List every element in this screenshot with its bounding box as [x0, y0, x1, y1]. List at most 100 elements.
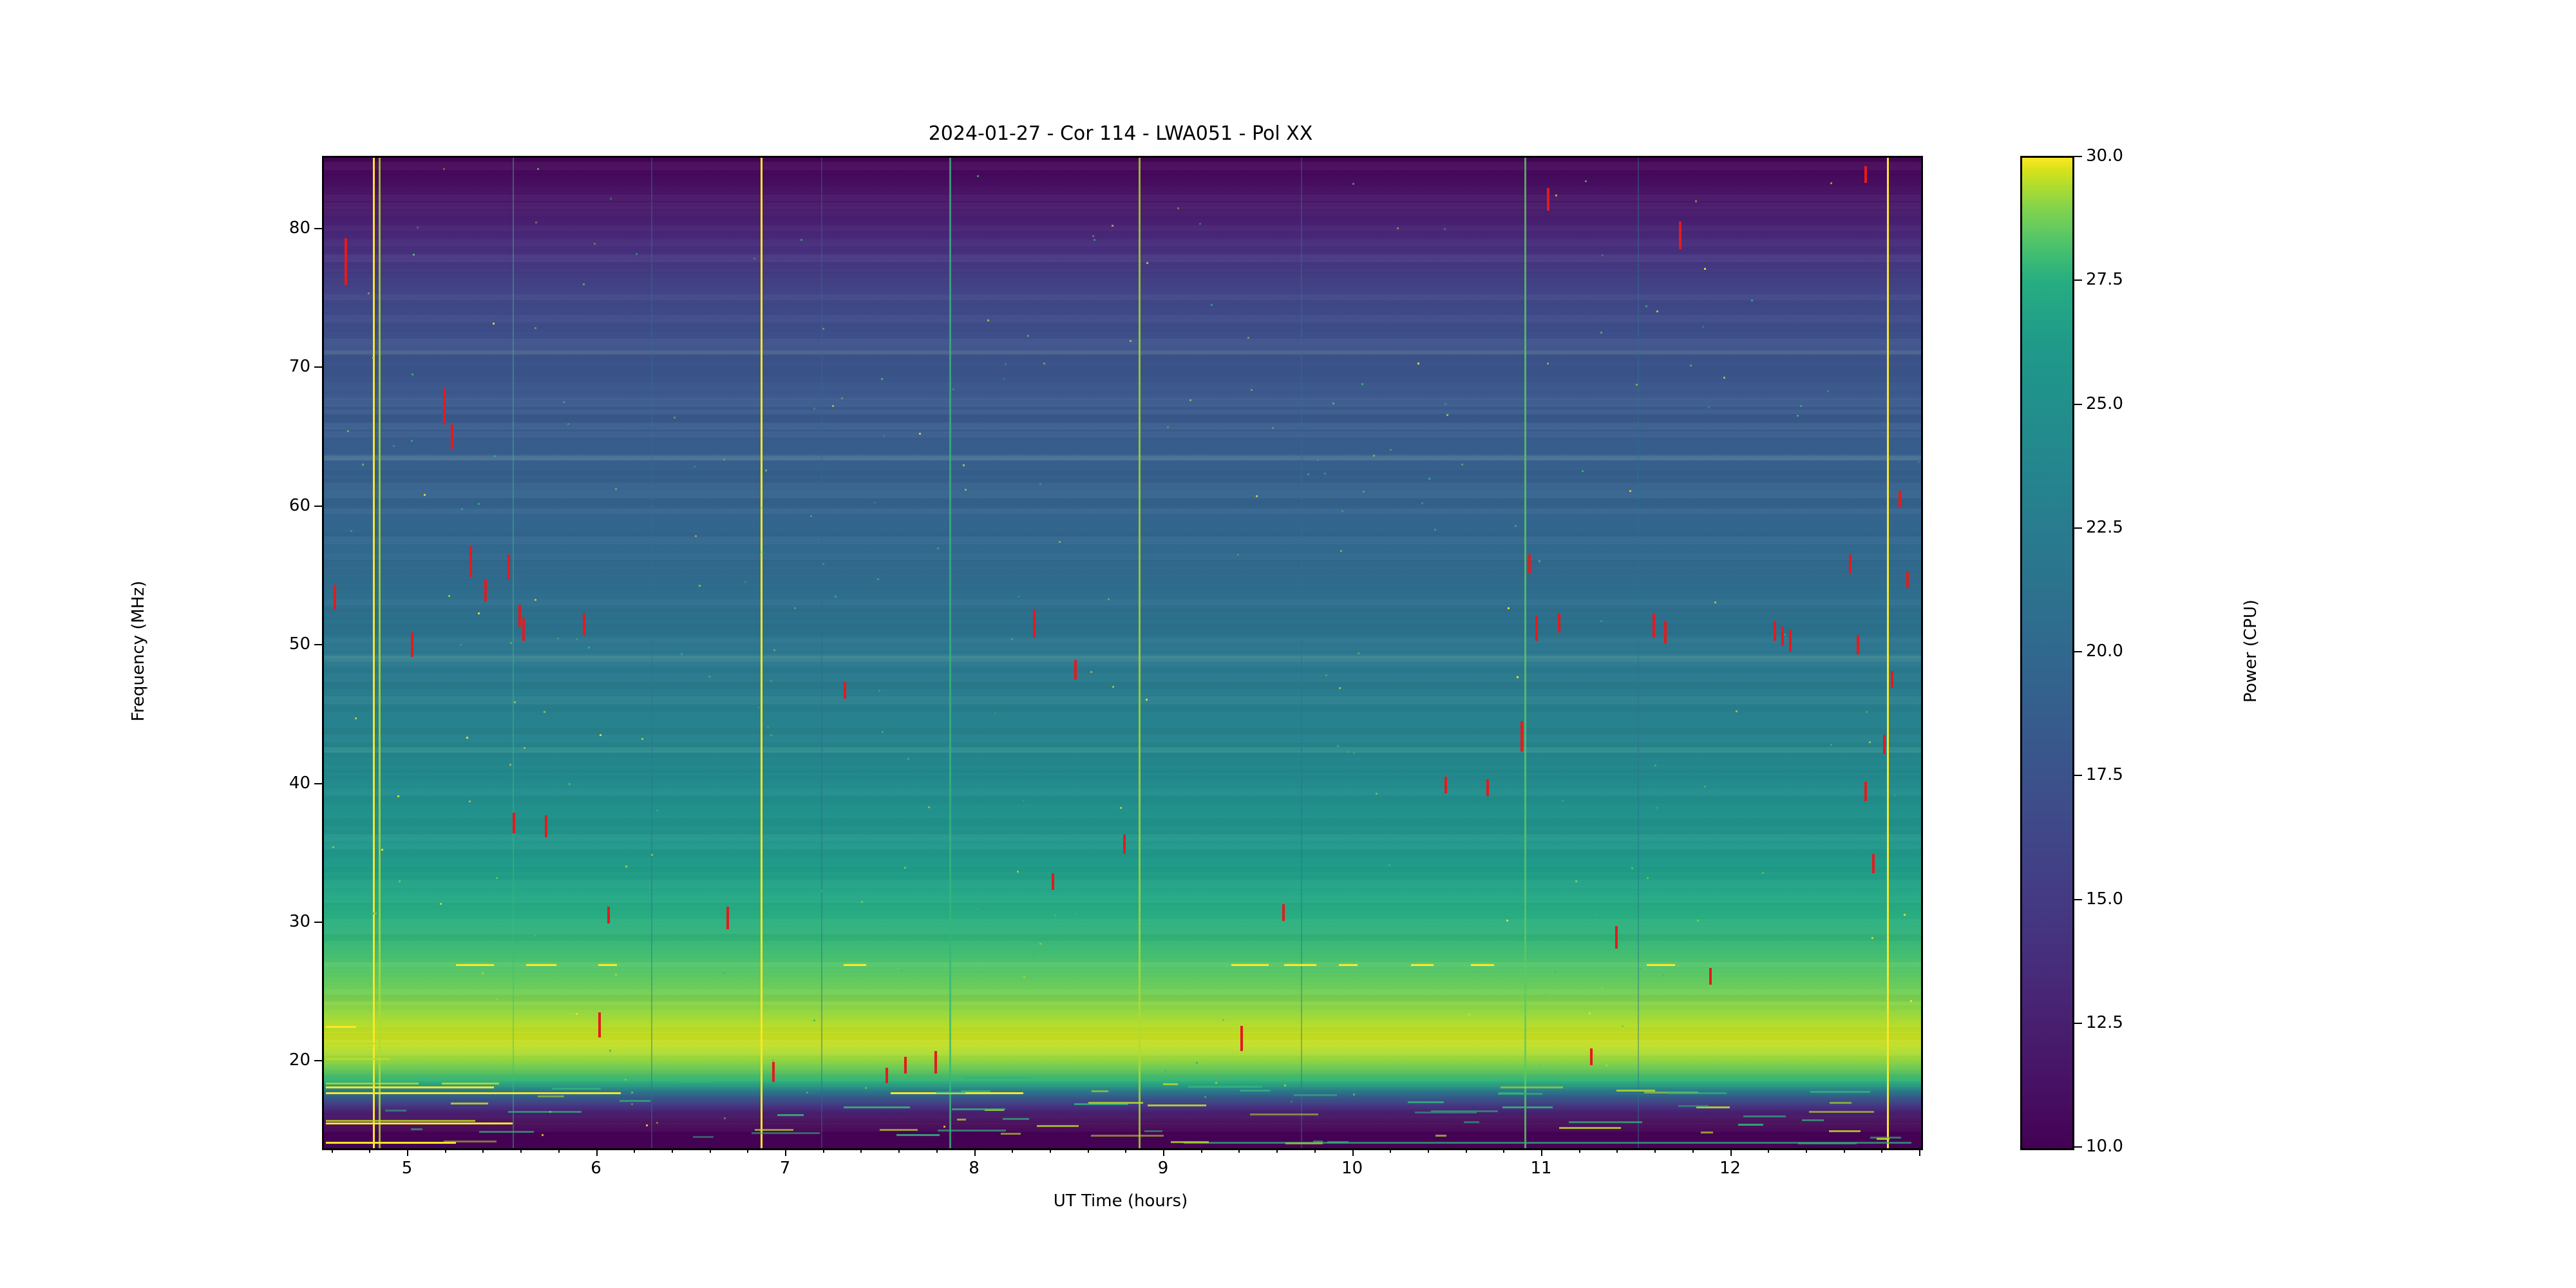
speckle-dot [1515, 525, 1517, 527]
speckle-dot [1341, 509, 1343, 512]
y-tick-label: 60 [289, 495, 310, 515]
flag-marker [1663, 621, 1667, 643]
rfi-segment [551, 1088, 601, 1090]
speckle-dot [882, 434, 885, 437]
speckle-dot [1336, 745, 1339, 748]
rfi-segment [1327, 1141, 1349, 1143]
speckle-dot [1434, 528, 1436, 531]
rfi-segment [1091, 1090, 1108, 1093]
rfi-segment [507, 1111, 582, 1113]
colorbar-tick-label: 22.5 [2086, 517, 2123, 537]
speckle-dot [557, 638, 560, 640]
speckle-dot [773, 649, 775, 652]
rfi-horizontal-segments [324, 158, 1921, 1148]
speckle-dot [1317, 459, 1320, 461]
speckle-dot [770, 734, 773, 737]
horizontal-band-overlays [324, 158, 1921, 1148]
spectrogram-axes[interactable] [322, 156, 1923, 1150]
speckle-dot [822, 562, 825, 565]
speckle-dot [1218, 1066, 1221, 1069]
speckle-dot [757, 706, 760, 708]
speckle-dot [541, 1134, 544, 1137]
spectral-band [324, 409, 1921, 415]
speckle-dot [411, 440, 413, 442]
speckle-dot [1865, 710, 1868, 713]
x-tick-mark-minor [331, 1148, 333, 1153]
rfi-segment [777, 1113, 804, 1116]
x-tick-label: 8 [969, 1159, 980, 1178]
speckle-dot [855, 1075, 857, 1077]
speckle-dot [820, 890, 822, 893]
rfi-stripe [373, 158, 375, 1148]
speckle-dot [354, 717, 357, 719]
speckle-dot [631, 1092, 634, 1094]
speckle-dot [680, 653, 683, 656]
flag-marker [513, 812, 516, 833]
rfi-segment [1074, 1103, 1129, 1105]
speckle-dot [1112, 686, 1115, 688]
speckle-dot [723, 458, 725, 460]
colorbar-label: Power (CPU) [2241, 599, 2260, 703]
y-tick-mark [314, 644, 322, 646]
colorbar-tick-mark [2074, 156, 2082, 157]
rfi-segment [879, 1129, 918, 1132]
speckle-dot [1554, 970, 1557, 972]
rfi-segment [1502, 1106, 1553, 1108]
speckle-dot [952, 388, 954, 390]
speckle-dot [1444, 402, 1447, 405]
colorbar[interactable] [2020, 156, 2074, 1150]
rfi-stripe [650, 158, 652, 1148]
x-tick-mark-minor [747, 1148, 749, 1153]
rfi-segment [1829, 1101, 1852, 1104]
speckle-dot [1814, 1022, 1817, 1025]
spectral-band [324, 1001, 1921, 1006]
flag-marker [484, 579, 488, 602]
x-tick-mark-major [1163, 1148, 1165, 1156]
speckle-dot [1090, 670, 1092, 673]
speckle-dot [813, 1019, 816, 1021]
speckle-dot [361, 464, 364, 466]
speckle-dot [1222, 1018, 1224, 1021]
rfi-segment [1678, 1104, 1709, 1107]
speckle-dot [1555, 194, 1557, 196]
x-tick-mark-minor [1390, 1148, 1392, 1153]
speckle-dot [1600, 332, 1602, 334]
speckle-dot [1736, 710, 1738, 713]
speckle-dot [1656, 310, 1658, 313]
speckle-dot [1516, 676, 1519, 679]
flag-marker [1906, 571, 1909, 588]
speckle-dot [881, 377, 884, 380]
speckle-dot [1189, 399, 1192, 402]
speckle-dot [631, 1103, 634, 1106]
x-tick-mark-minor [1881, 1148, 1883, 1153]
speckle-dot [938, 895, 941, 897]
speckle-dot [1039, 942, 1042, 945]
speckle-dot [514, 701, 516, 704]
rfi-segment [1283, 963, 1316, 966]
y-tick-label: 40 [289, 773, 310, 793]
speckle-dot [1662, 974, 1664, 977]
x-tick-mark-minor [1465, 1148, 1467, 1153]
colorbar-tick-mark [2074, 403, 2082, 405]
speckle-dot [1362, 491, 1365, 493]
rfi-segment [936, 1091, 966, 1094]
colorbar-tick-mark [2074, 1146, 2082, 1148]
flag-marker [1774, 621, 1777, 641]
speckle-dot [1723, 376, 1725, 379]
x-tick-mark-minor [1049, 1148, 1051, 1153]
speckle-dot [1539, 1065, 1542, 1067]
speckle-dot [901, 969, 904, 971]
speckle-dot [1707, 406, 1710, 408]
x-tick-mark-major [1541, 1148, 1543, 1156]
flag-marker [1074, 659, 1077, 679]
rfi-segment [1877, 1138, 1890, 1141]
speckle-dot [800, 238, 802, 241]
flag-marker [1709, 967, 1712, 985]
speckle-dot [723, 1117, 726, 1119]
spectral-band [324, 350, 1921, 355]
speckle-dot [1656, 807, 1658, 810]
rfi-segment [751, 1132, 820, 1134]
rfi-segment [619, 1100, 651, 1103]
y-tick-label: 20 [289, 1050, 310, 1070]
rfi-segment [1037, 1125, 1079, 1128]
